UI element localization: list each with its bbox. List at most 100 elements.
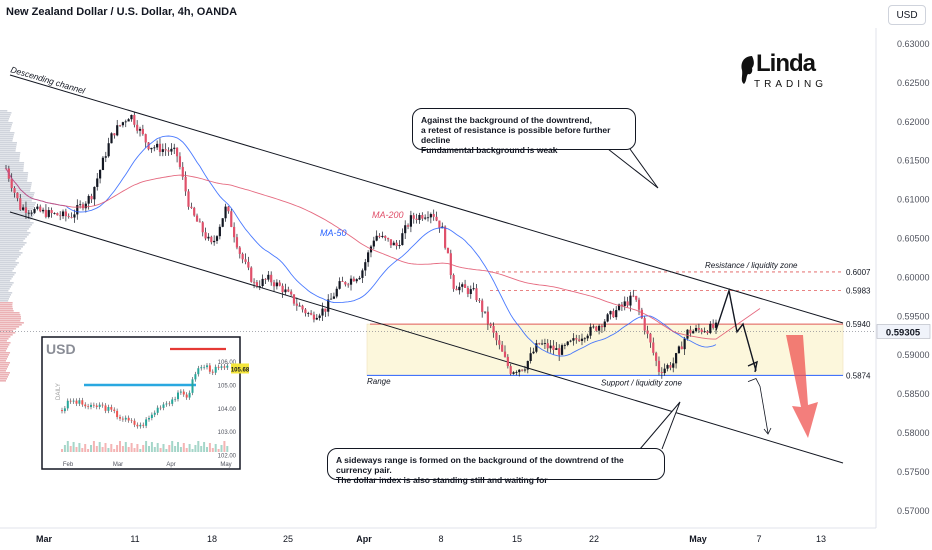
candle — [93, 186, 96, 206]
candle-body — [96, 178, 99, 187]
candle-body — [130, 114, 133, 120]
candle — [652, 337, 655, 356]
inset-candle-body — [203, 367, 206, 368]
candle — [204, 227, 207, 241]
volume-profile-bar — [0, 306, 13, 308]
candle-body — [572, 338, 575, 341]
candle-body — [455, 288, 458, 291]
volume-profile-bar — [0, 270, 13, 272]
candle-body — [640, 309, 643, 319]
inset-candle-body — [92, 404, 95, 406]
range-zone — [366, 323, 844, 376]
candle-body — [238, 247, 241, 254]
inset-volume-bar — [119, 441, 121, 452]
logo-face-icon — [741, 56, 754, 84]
inset-volume-bar — [66, 441, 69, 452]
candle-body — [312, 314, 316, 320]
down-arrow-icon — [786, 335, 818, 438]
candle-body — [204, 232, 207, 239]
inset-candle-body — [95, 405, 98, 407]
volume-profile-bar — [0, 250, 20, 252]
candle-body — [295, 303, 298, 306]
candle — [503, 345, 507, 358]
candle-body — [429, 214, 432, 218]
candle — [30, 210, 33, 217]
chart-title: New Zealand Dollar / U.S. Dollar, 4h, OA… — [6, 6, 238, 18]
candle-body — [98, 170, 102, 179]
volume-profile-bar — [0, 156, 20, 158]
currency-button[interactable]: USD — [888, 5, 926, 25]
inset-candle-body — [75, 400, 78, 404]
candle-body — [626, 301, 629, 306]
inset-candle-body — [188, 392, 191, 398]
candle — [107, 137, 110, 158]
volume-profile-bar — [0, 150, 16, 152]
candle — [264, 278, 267, 284]
candle — [586, 333, 589, 342]
candle — [683, 336, 686, 356]
volume-profile-bar — [0, 308, 13, 310]
inset-candle-body — [61, 410, 63, 412]
candle — [689, 325, 692, 337]
candle — [156, 140, 159, 151]
candle-body — [424, 217, 427, 219]
candle-body — [643, 318, 646, 331]
volume-profile-bar — [0, 142, 18, 144]
candle — [10, 173, 13, 192]
range-label: Range — [367, 377, 391, 386]
candle — [118, 124, 122, 127]
candle-body — [606, 314, 609, 322]
inset-candle-body — [179, 391, 182, 393]
inset-volume-bar — [153, 447, 156, 452]
candle-body — [121, 122, 125, 126]
inset-volume-bar — [113, 449, 116, 452]
candle — [575, 334, 578, 344]
level-value-label: 0.6007 — [846, 268, 871, 277]
candle-body — [589, 326, 592, 336]
candle — [452, 273, 455, 292]
inset-volume-bar — [98, 442, 101, 452]
candle — [272, 279, 276, 292]
candle-body — [389, 239, 393, 246]
candle-body — [287, 289, 290, 292]
candle — [127, 118, 130, 122]
candle-body — [327, 299, 330, 312]
candle — [87, 194, 90, 210]
candle-body — [221, 218, 224, 227]
candle — [247, 256, 250, 271]
candle — [121, 121, 125, 128]
forecast-arrow-head-secondary — [763, 427, 772, 435]
inset-volume-bar — [203, 442, 206, 452]
y-tick-label: 0.60500 — [897, 234, 930, 244]
channel-label: Descending channel — [9, 64, 87, 96]
volume-profile-bar — [0, 204, 35, 206]
volume-profile-bar — [0, 178, 28, 180]
candle — [404, 220, 407, 239]
candle — [609, 310, 612, 320]
candle-body — [324, 308, 327, 312]
candle — [310, 310, 313, 316]
candle-body — [680, 346, 683, 350]
volume-profile-bar — [0, 366, 9, 368]
inset-candle-body — [139, 424, 142, 427]
candle — [549, 339, 552, 353]
candle — [597, 324, 601, 335]
inset-volume-bar — [145, 441, 148, 452]
candle — [207, 233, 210, 241]
candle-body — [19, 198, 22, 210]
volume-profile-bar — [0, 378, 8, 380]
volume-profile-bar — [0, 238, 26, 240]
volume-profile-bar — [0, 224, 33, 226]
candle-body — [158, 143, 162, 152]
inset-candle-body — [116, 410, 119, 418]
candle-body — [275, 282, 278, 287]
candle — [275, 279, 278, 290]
volume-profile-bar — [0, 322, 24, 324]
candle-body — [475, 288, 478, 301]
candle-body — [227, 206, 230, 212]
volume-profile-bar — [0, 134, 14, 136]
candle-body — [27, 212, 30, 214]
candle-body — [87, 195, 90, 204]
candle-body — [101, 157, 105, 171]
